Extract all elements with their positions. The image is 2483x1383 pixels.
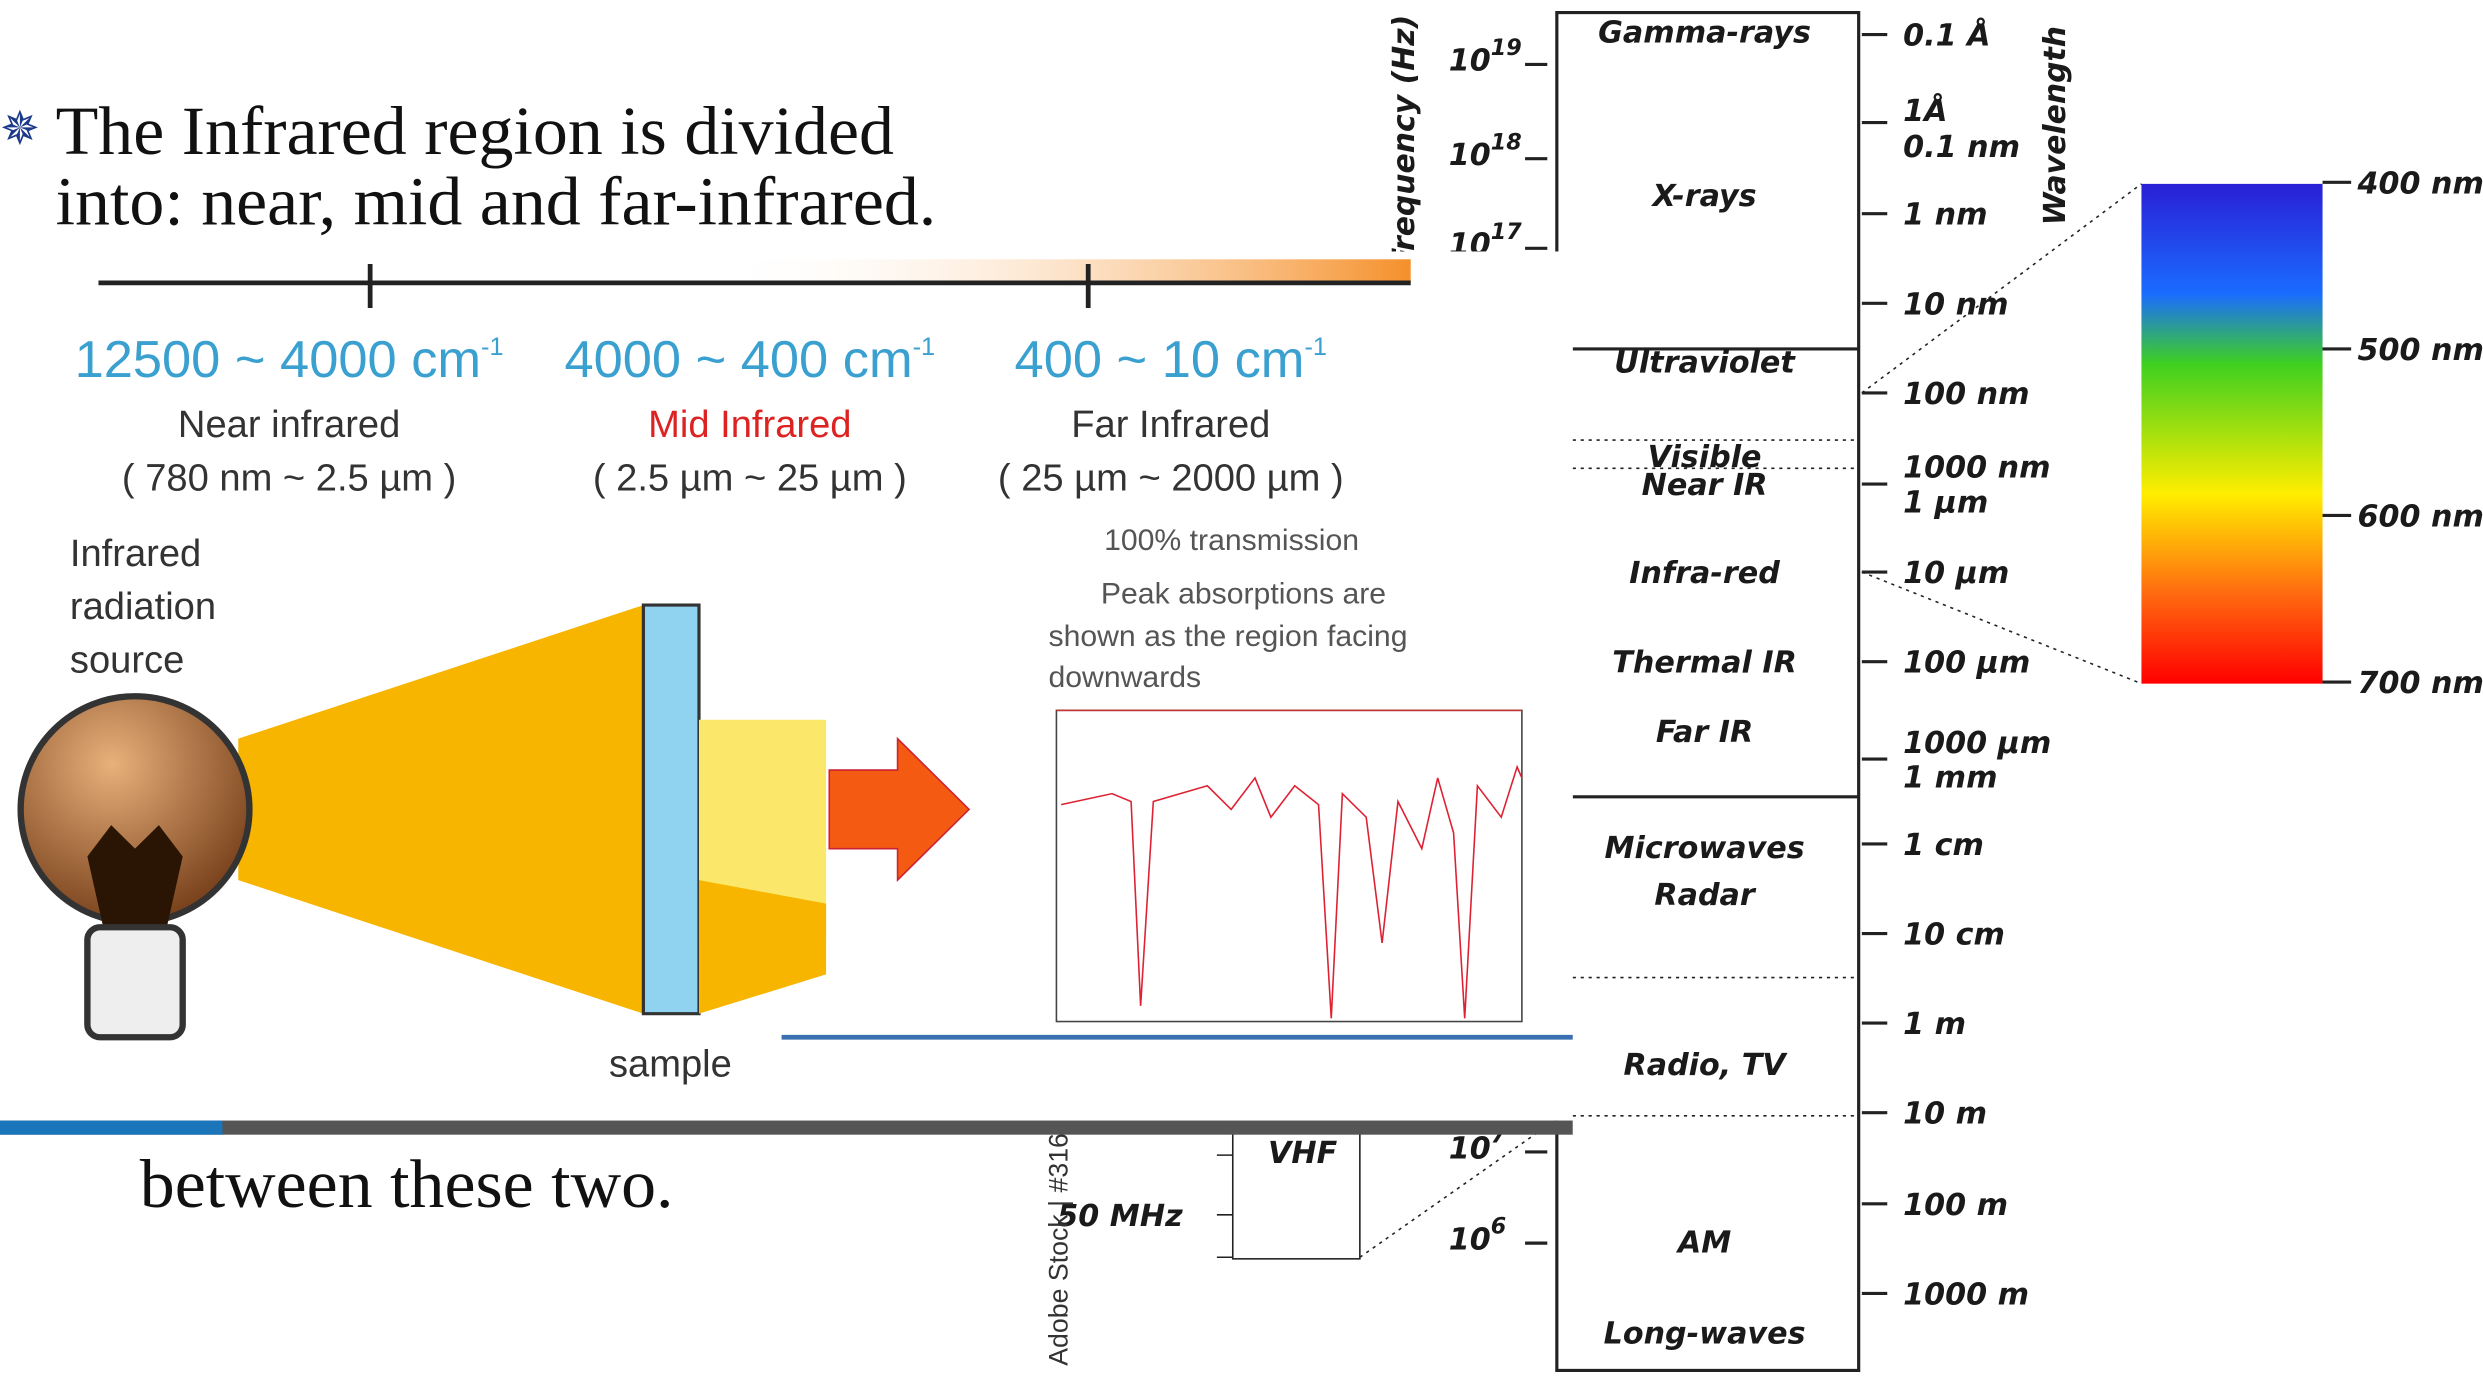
slide-bar-accent: [0, 1120, 223, 1135]
note: downwards: [1048, 661, 1201, 694]
visible-label: 400 nm: [2356, 166, 2483, 201]
source-label: source: [70, 640, 184, 682]
wavelength-label: 10 µm: [1903, 556, 2009, 591]
wavelength-label: 1000 nm: [1903, 451, 2050, 486]
frequency-label: 1019: [1449, 35, 1522, 79]
region-label: Ultraviolet: [1614, 346, 1796, 381]
note: 100% transmission: [1104, 524, 1359, 557]
region-label: Gamma-rays: [1598, 16, 1811, 51]
wavenumber: 12500 ~ 4000 cm: [75, 331, 481, 389]
bullet: The Infrared region is divided: [56, 93, 894, 170]
wavelength-label: 10 nm: [1903, 287, 2008, 322]
wavelength-label: 100 m: [1903, 1188, 2008, 1223]
frequency-base: 10: [1449, 138, 1491, 173]
wavelength-label: 1 m: [1903, 1007, 1966, 1042]
ir-bar: [714, 259, 1411, 283]
wavenumber-range: 4000 ~ 400 cm-1: [564, 331, 935, 389]
wavelength-label: 1000 m: [1903, 1278, 2029, 1313]
source-label: Infrared: [70, 533, 201, 575]
frequency-exp: 19: [1491, 35, 1522, 61]
wavelength-label: 0.1 Å: [1903, 17, 1990, 54]
note: Peak absorptions are: [1101, 578, 1386, 611]
region-name: Mid Infrared: [648, 404, 851, 446]
region-label: Near IR: [1642, 468, 1768, 503]
arrow: [828, 736, 971, 882]
region-label: Far IR: [1656, 715, 1753, 750]
slide-bar: [0, 1120, 1573, 1135]
region-label: Long-waves: [1604, 1317, 1806, 1352]
ir-axis: [98, 264, 1411, 309]
absorbed-beam: [698, 880, 827, 1014]
unit-exp: -1: [913, 333, 936, 361]
frequency-label: 106: [1449, 1214, 1506, 1258]
bulb-base: [84, 924, 186, 1041]
source-label: radiation: [70, 586, 216, 628]
bullet: between these two.: [140, 1146, 674, 1223]
bullet-icon: ✵: [0, 104, 40, 156]
wavenumber: 4000 ~ 400 cm: [564, 331, 912, 389]
wavelength-label: 1 cm: [1903, 828, 1984, 863]
frequency-exp: 17: [1491, 219, 1523, 245]
region-name: Near infrared: [178, 404, 400, 446]
filament: [87, 825, 183, 928]
em-frame: [1216, 11, 2142, 1372]
wavelength-label: 0.1 nm: [1903, 130, 2020, 165]
bullet: into: near, mid and far-infrared.: [56, 164, 937, 241]
region-label: Infra-red: [1629, 556, 1780, 591]
wavelength-range: ( 25 µm ~ 2000 µm ): [998, 458, 1344, 500]
frequency-base: 10: [1449, 44, 1491, 79]
region-label: Microwaves: [1604, 831, 1804, 866]
wavelength-axis-title: Wavelength: [2038, 26, 2073, 225]
wavenumber-range: 12500 ~ 4000 cm-1: [75, 331, 504, 389]
sample: [641, 603, 701, 1016]
wavelength-label: 1000 µm: [1903, 726, 2051, 761]
frequency-exp: 6: [1491, 1214, 1506, 1240]
frequency-base: 10: [1449, 1223, 1491, 1258]
visible-spectrum: [2141, 183, 2323, 684]
watermark: Adobe Stock | #316: [1043, 1133, 1073, 1366]
wavelength-label: 1Å: [1903, 92, 1947, 129]
region-label: X-rays: [1650, 179, 1756, 214]
visible-label: 500 nm: [2357, 333, 2483, 368]
wavelength-label: 10 m: [1903, 1097, 1987, 1132]
region-label: AM: [1676, 1226, 1732, 1261]
visible-label: 700 nm: [2357, 666, 2483, 701]
spectrum-plot: [1055, 709, 1523, 1023]
frequency-label: 1018: [1449, 129, 1522, 173]
wavenumber: 400 ~ 10 cm: [1015, 331, 1305, 389]
region-name: Far Infrared: [1071, 404, 1270, 446]
beam: [238, 605, 644, 1014]
unit-exp: -1: [481, 333, 504, 361]
wavelength-label: 1 mm: [1903, 761, 1997, 796]
band-frequency: 50 MHz: [1057, 1199, 1183, 1234]
wavelength-label: 100 nm: [1903, 377, 2029, 412]
note: shown as the region facing: [1048, 620, 1407, 653]
wavelength-label: 10 cm: [1903, 918, 2005, 953]
unit-exp: -1: [1304, 333, 1327, 361]
wavelength-label: 1 µm: [1903, 485, 1988, 520]
region-label: Radio, TV: [1623, 1048, 1788, 1083]
region-label: Radar: [1654, 878, 1757, 913]
visible-label: 600 nm: [2357, 500, 2483, 535]
wavelength-label: 1 nm: [1903, 198, 1987, 233]
wavenumber-range: 400 ~ 10 cm-1: [1015, 331, 1327, 389]
band-label: VHF: [1268, 1136, 1338, 1171]
region-label: Visible: [1648, 440, 1762, 475]
wavelength-range: ( 780 nm ~ 2.5 µm ): [122, 458, 456, 500]
slide-background: [0, 0, 1383, 252]
region-label: Thermal IR: [1612, 646, 1797, 681]
frequency-base: 10: [1449, 1131, 1491, 1166]
sample-label: sample: [609, 1044, 732, 1086]
frequency-axis-title: Frequency (Hz): [1387, 15, 1422, 268]
wavelength-range: ( 2.5 µm ~ 25 µm ): [593, 458, 907, 500]
frequency-exp: 18: [1491, 129, 1522, 155]
wavelength-label: 100 µm: [1903, 646, 2030, 681]
